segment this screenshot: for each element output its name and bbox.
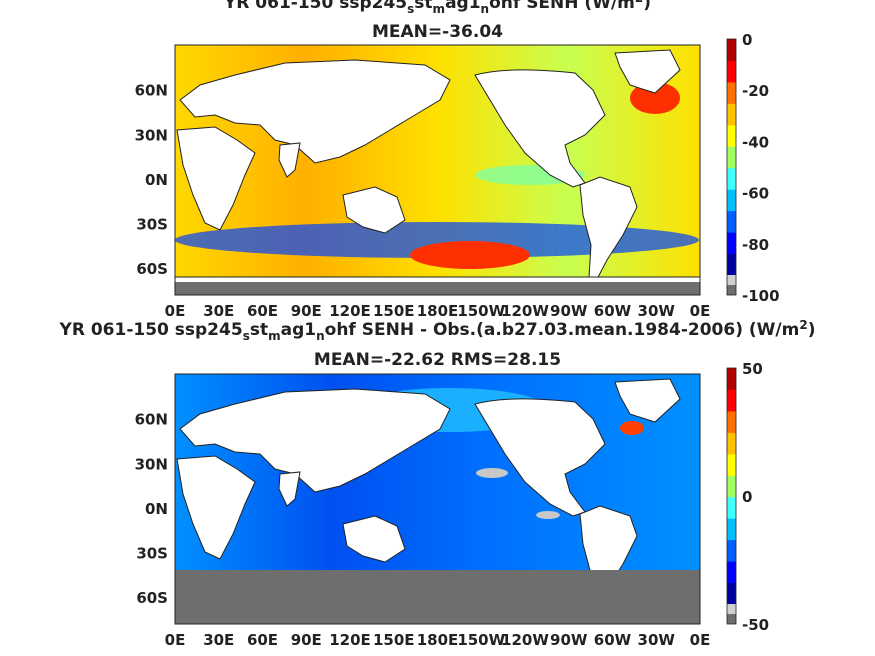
colorbar-tick-label: -40 — [742, 133, 769, 151]
x-tick-label: 0E — [165, 631, 186, 649]
colorbar-missing-swatch — [727, 285, 736, 295]
x-tick-label: 30W — [638, 631, 676, 649]
top-map-frame — [174, 44, 701, 296]
bottom-map-grey-patch-equator — [536, 511, 560, 519]
colorbar-tick-label: -100 — [742, 287, 780, 305]
x-tick-label: 180E — [417, 302, 459, 320]
x-tick-label: 150W — [457, 302, 505, 320]
colorbar-tick-label: 0 — [742, 488, 752, 506]
colorbar-segment — [727, 453, 736, 476]
top-map-subtitle: MEAN=-36.04 — [372, 22, 503, 42]
x-tick-label: 60E — [247, 302, 278, 320]
colorbar-segment — [727, 561, 736, 584]
x-tick-label: 120W — [501, 631, 549, 649]
bottom-map-grey-patch-pacific — [476, 468, 508, 478]
bottom-map-frame — [174, 373, 701, 625]
colorbar-frame — [726, 38, 737, 296]
y-tick-label: 60S — [136, 589, 168, 607]
colorbar-tick-label: 50 — [742, 360, 763, 378]
x-tick-label: 90W — [550, 631, 588, 649]
x-tick-label: 0E — [165, 302, 186, 320]
colorbar-segment — [727, 167, 736, 190]
x-tick-label: 0E — [690, 631, 711, 649]
colorbar-tick-label: -60 — [742, 185, 769, 203]
x-tick-label: 150W — [457, 631, 505, 649]
x-tick-label: 90W — [550, 302, 588, 320]
colorbar-segment — [727, 389, 736, 412]
x-tick-label: 30E — [203, 302, 234, 320]
colorbar-segment — [727, 124, 736, 147]
colorbar-segment — [727, 368, 736, 390]
y-tick-label: 0N — [145, 500, 168, 518]
y-tick-label: 0N — [145, 171, 168, 189]
y-tick-label: 30N — [135, 455, 168, 473]
colorbar-segment — [727, 475, 736, 498]
colorbar-segment — [727, 582, 736, 605]
x-tick-label: 120W — [501, 302, 549, 320]
x-tick-label: 120E — [329, 631, 371, 649]
colorbar-light-grey-swatch — [727, 275, 736, 285]
colorbar-segment — [727, 189, 736, 212]
y-tick-label: 60N — [135, 411, 168, 429]
x-tick-label: 90E — [291, 631, 322, 649]
colorbar-segment — [727, 253, 736, 276]
colorbar-segment — [727, 432, 736, 455]
bottom-map-subtitle: MEAN=-22.62 RMS=28.15 — [313, 350, 562, 370]
colorbar-tick-label: -20 — [742, 82, 769, 100]
y-tick-label: 60N — [135, 82, 168, 100]
colorbar-tick-label: -50 — [742, 616, 769, 634]
y-tick-label: 30S — [136, 545, 168, 563]
y-tick-label: 60S — [136, 260, 168, 278]
x-tick-label: 90E — [291, 302, 322, 320]
colorbar-segment — [727, 60, 736, 83]
colorbar-light-grey-swatch — [727, 604, 736, 614]
colorbar-segment — [727, 539, 736, 562]
colorbar-segment — [727, 39, 736, 61]
top-map-warm-spot-north-atlantic — [630, 82, 680, 114]
x-tick-label: 150E — [373, 302, 415, 320]
colorbar-missing-swatch — [727, 614, 736, 624]
x-tick-label: 0E — [690, 302, 711, 320]
y-tick-label: 30S — [136, 216, 168, 234]
top-colorbar: 0 -20 -40 -60 -80 -100 — [726, 31, 780, 305]
x-tick-label: 60W — [594, 631, 632, 649]
colorbar-segment — [727, 210, 736, 233]
top-map-warm-spot-south-pacific — [410, 241, 530, 269]
x-tick-label: 60E — [247, 631, 278, 649]
bottom-map-warm-spot-gulfstream — [620, 421, 644, 435]
x-tick-label: 180E — [417, 631, 459, 649]
colorbar-segment — [727, 496, 736, 519]
colorbar-frame — [726, 367, 737, 625]
bottom-map-title: YR 061-150 ssp245sstmag1nohf SENH - Obs.… — [59, 318, 816, 343]
x-tick-label: 120E — [329, 302, 371, 320]
x-tick-label: 30E — [203, 631, 234, 649]
colorbar-tick-label: -80 — [742, 236, 769, 254]
x-tick-label: 30W — [638, 302, 676, 320]
colorbar-segment — [727, 518, 736, 541]
x-tick-label: 150E — [373, 631, 415, 649]
top-map-title: YR 061-150 ssp245sstmag1nohf SENH (W/m2) — [223, 0, 652, 16]
colorbar-segment — [727, 410, 736, 433]
colorbar-tick-label: 0 — [742, 31, 752, 49]
x-tick-label: 60W — [594, 302, 632, 320]
colorbar-segment — [727, 103, 736, 126]
top-map-missing-antarctica — [175, 282, 700, 295]
bottom-colorbar: 50 0 -50 — [726, 360, 769, 634]
y-tick-label: 30N — [135, 126, 168, 144]
colorbar-segment — [727, 232, 736, 255]
bottom-map-missing-antarctica — [175, 570, 700, 624]
colorbar-segment — [727, 81, 736, 104]
colorbar-segment — [727, 146, 736, 169]
top-map-cold-band — [175, 222, 699, 258]
